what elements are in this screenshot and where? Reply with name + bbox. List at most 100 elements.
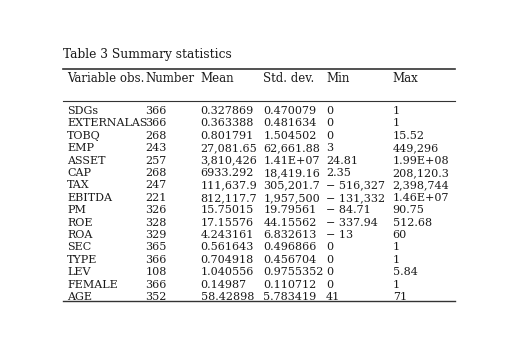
Text: 329: 329 — [145, 230, 167, 240]
Text: 3: 3 — [325, 143, 332, 153]
Text: 1.41E+07: 1.41E+07 — [263, 155, 319, 166]
Text: TAX: TAX — [67, 180, 89, 190]
Text: 108: 108 — [145, 267, 167, 277]
Text: SEC: SEC — [67, 243, 91, 252]
Text: 41: 41 — [325, 292, 339, 302]
Text: 1: 1 — [392, 118, 399, 128]
Text: LEV: LEV — [67, 267, 90, 277]
Text: 0: 0 — [325, 106, 332, 116]
Text: 5.783419: 5.783419 — [263, 292, 316, 302]
Text: 0.801791: 0.801791 — [200, 131, 253, 141]
Text: 247: 247 — [145, 180, 167, 190]
Text: 328: 328 — [145, 217, 167, 228]
Text: 0.470079: 0.470079 — [263, 106, 316, 116]
Text: Table 3 Summary statistics: Table 3 Summary statistics — [63, 48, 231, 61]
Text: 512.68: 512.68 — [392, 217, 431, 228]
Text: Max: Max — [392, 72, 418, 84]
Text: 221: 221 — [145, 193, 167, 203]
Text: 243: 243 — [145, 143, 167, 153]
Text: 1.99E+08: 1.99E+08 — [392, 155, 448, 166]
Text: 268: 268 — [145, 131, 167, 141]
Text: 2.35: 2.35 — [325, 168, 350, 178]
Text: 0.327869: 0.327869 — [200, 106, 253, 116]
Text: 1: 1 — [392, 280, 399, 289]
Text: 1: 1 — [392, 255, 399, 265]
Text: 1: 1 — [392, 106, 399, 116]
Text: 1.46E+07: 1.46E+07 — [392, 193, 448, 203]
Text: 6.832613: 6.832613 — [263, 230, 316, 240]
Text: 3,810,426: 3,810,426 — [200, 155, 257, 166]
Text: 19.79561: 19.79561 — [263, 205, 316, 215]
Text: ASSET: ASSET — [67, 155, 106, 166]
Text: 44.15562: 44.15562 — [263, 217, 316, 228]
Text: 5.84: 5.84 — [392, 267, 417, 277]
Text: 0.704918: 0.704918 — [200, 255, 253, 265]
Text: 15.52: 15.52 — [392, 131, 424, 141]
Text: 1.504502: 1.504502 — [263, 131, 316, 141]
Text: TYPE: TYPE — [67, 255, 97, 265]
Text: 1,957,500: 1,957,500 — [263, 193, 319, 203]
Text: 0: 0 — [325, 118, 332, 128]
Text: 305,201.7: 305,201.7 — [263, 180, 319, 190]
Text: − 516,327: − 516,327 — [325, 180, 384, 190]
Text: 60: 60 — [392, 230, 406, 240]
Text: AGE: AGE — [67, 292, 92, 302]
Text: 58.42898: 58.42898 — [200, 292, 254, 302]
Text: 365: 365 — [145, 243, 167, 252]
Text: 1: 1 — [392, 243, 399, 252]
Text: − 84.71: − 84.71 — [325, 205, 370, 215]
Text: 4.243161: 4.243161 — [200, 230, 254, 240]
Text: 0: 0 — [325, 267, 332, 277]
Text: Mean: Mean — [200, 72, 234, 84]
Text: 15.75015: 15.75015 — [200, 205, 253, 215]
Text: 0: 0 — [325, 255, 332, 265]
Text: 208,120.3: 208,120.3 — [392, 168, 448, 178]
Text: 352: 352 — [145, 292, 167, 302]
Text: ROE: ROE — [67, 217, 92, 228]
Text: 0.561643: 0.561643 — [200, 243, 254, 252]
Text: 71: 71 — [392, 292, 406, 302]
Text: Min: Min — [325, 72, 348, 84]
Text: 366: 366 — [145, 280, 167, 289]
Text: 0: 0 — [325, 131, 332, 141]
Text: 27,081.65: 27,081.65 — [200, 143, 257, 153]
Text: 812,117.7: 812,117.7 — [200, 193, 257, 203]
Text: 17.15576: 17.15576 — [200, 217, 253, 228]
Text: 18,419.16: 18,419.16 — [263, 168, 320, 178]
Text: 90.75: 90.75 — [392, 205, 424, 215]
Text: − 131,332: − 131,332 — [325, 193, 384, 203]
Text: 0.110712: 0.110712 — [263, 280, 316, 289]
Text: Variable obs.: Variable obs. — [67, 72, 144, 84]
Text: 366: 366 — [145, 118, 167, 128]
Text: EMP: EMP — [67, 143, 94, 153]
Text: 0: 0 — [325, 243, 332, 252]
Text: 257: 257 — [145, 155, 167, 166]
Text: 0.9755352: 0.9755352 — [263, 267, 323, 277]
Text: Number: Number — [145, 72, 194, 84]
Text: PM: PM — [67, 205, 86, 215]
Text: 449,296: 449,296 — [392, 143, 438, 153]
Text: 268: 268 — [145, 168, 167, 178]
Text: SDGs: SDGs — [67, 106, 98, 116]
Text: 2,398,744: 2,398,744 — [392, 180, 448, 190]
Text: TOBQ: TOBQ — [67, 131, 100, 141]
Text: 0.363388: 0.363388 — [200, 118, 254, 128]
Text: 366: 366 — [145, 106, 167, 116]
Text: − 337.94: − 337.94 — [325, 217, 377, 228]
Text: 0.481634: 0.481634 — [263, 118, 316, 128]
Text: ROA: ROA — [67, 230, 92, 240]
Text: − 13: − 13 — [325, 230, 352, 240]
Text: 0.456704: 0.456704 — [263, 255, 316, 265]
Text: CAP: CAP — [67, 168, 91, 178]
Text: EXTERNALAS: EXTERNALAS — [67, 118, 147, 128]
Text: EBITDA: EBITDA — [67, 193, 112, 203]
Text: 62,661.88: 62,661.88 — [263, 143, 320, 153]
Text: 0: 0 — [325, 280, 332, 289]
Text: 6933.292: 6933.292 — [200, 168, 254, 178]
Text: 24.81: 24.81 — [325, 155, 357, 166]
Text: Std. dev.: Std. dev. — [263, 72, 314, 84]
Text: 111,637.9: 111,637.9 — [200, 180, 257, 190]
Text: 0.14987: 0.14987 — [200, 280, 246, 289]
Text: FEMALE: FEMALE — [67, 280, 118, 289]
Text: 0.496866: 0.496866 — [263, 243, 316, 252]
